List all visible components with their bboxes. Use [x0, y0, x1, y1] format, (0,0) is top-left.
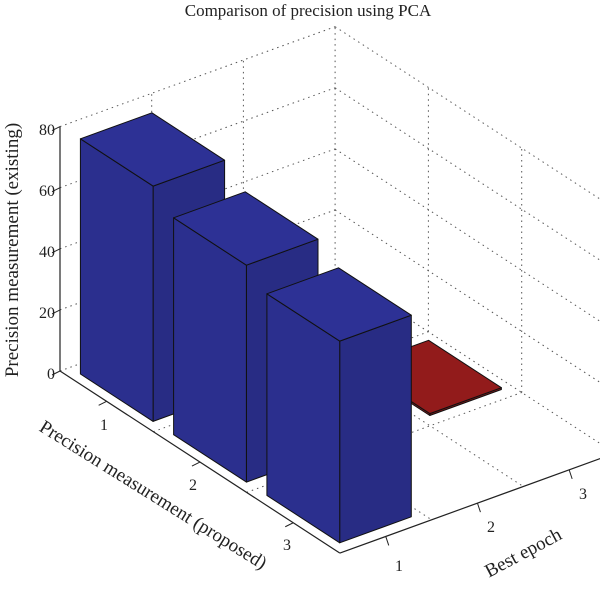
- epoch-tick: [476, 502, 481, 513]
- y-tick-label: 1: [100, 417, 108, 434]
- bar: [79, 112, 226, 422]
- y-tick-labels: 1 2 3: [100, 417, 291, 554]
- z-gridline-side: [334, 148, 600, 322]
- z-tick: [51, 248, 61, 254]
- z-tick: [51, 309, 61, 315]
- epoch-tick: [568, 469, 573, 480]
- y-tick-label: 2: [189, 477, 197, 494]
- bars-layer: [79, 112, 502, 544]
- x-tick-label: 1: [395, 558, 403, 575]
- bar-top-face: [79, 112, 226, 187]
- bar-top-face: [266, 267, 412, 342]
- proposed-tick: [191, 461, 201, 467]
- z-gridline-back: [59, 26, 336, 128]
- bar-side-face: [79, 138, 154, 422]
- axes-layer: [51, 126, 600, 554]
- z-gridline-side: [334, 87, 600, 261]
- z-tick-label: 20: [39, 305, 55, 322]
- y-tick-label: 3: [283, 537, 291, 554]
- z-tick-label: 60: [39, 183, 55, 200]
- z-gridline-side: [334, 209, 600, 383]
- proposed-tick: [285, 522, 294, 528]
- z-tick-label: 80: [39, 122, 55, 139]
- z-axis-label: Precision measurement (existing): [2, 123, 23, 377]
- bar-top-face: [173, 191, 319, 266]
- z-tick: [51, 187, 61, 193]
- proposed-tick: [98, 400, 107, 406]
- chart-title: Comparison of precision using PCA: [185, 1, 432, 20]
- bar-front-face: [339, 314, 412, 544]
- epoch-tick: [385, 536, 390, 546]
- x-tick-label: 3: [579, 486, 587, 503]
- z-tick-label: 0: [47, 366, 55, 383]
- z-tick-label: 40: [39, 244, 55, 261]
- bar: [266, 267, 412, 544]
- z-gridline-side: [334, 26, 600, 200]
- z-tick: [51, 126, 61, 132]
- z-tick: [51, 370, 61, 376]
- x-tick-label: 2: [487, 519, 495, 536]
- z-tick-labels: 0 20 40 60 80: [39, 122, 55, 383]
- x-tick-labels: 1 2 3: [395, 486, 587, 575]
